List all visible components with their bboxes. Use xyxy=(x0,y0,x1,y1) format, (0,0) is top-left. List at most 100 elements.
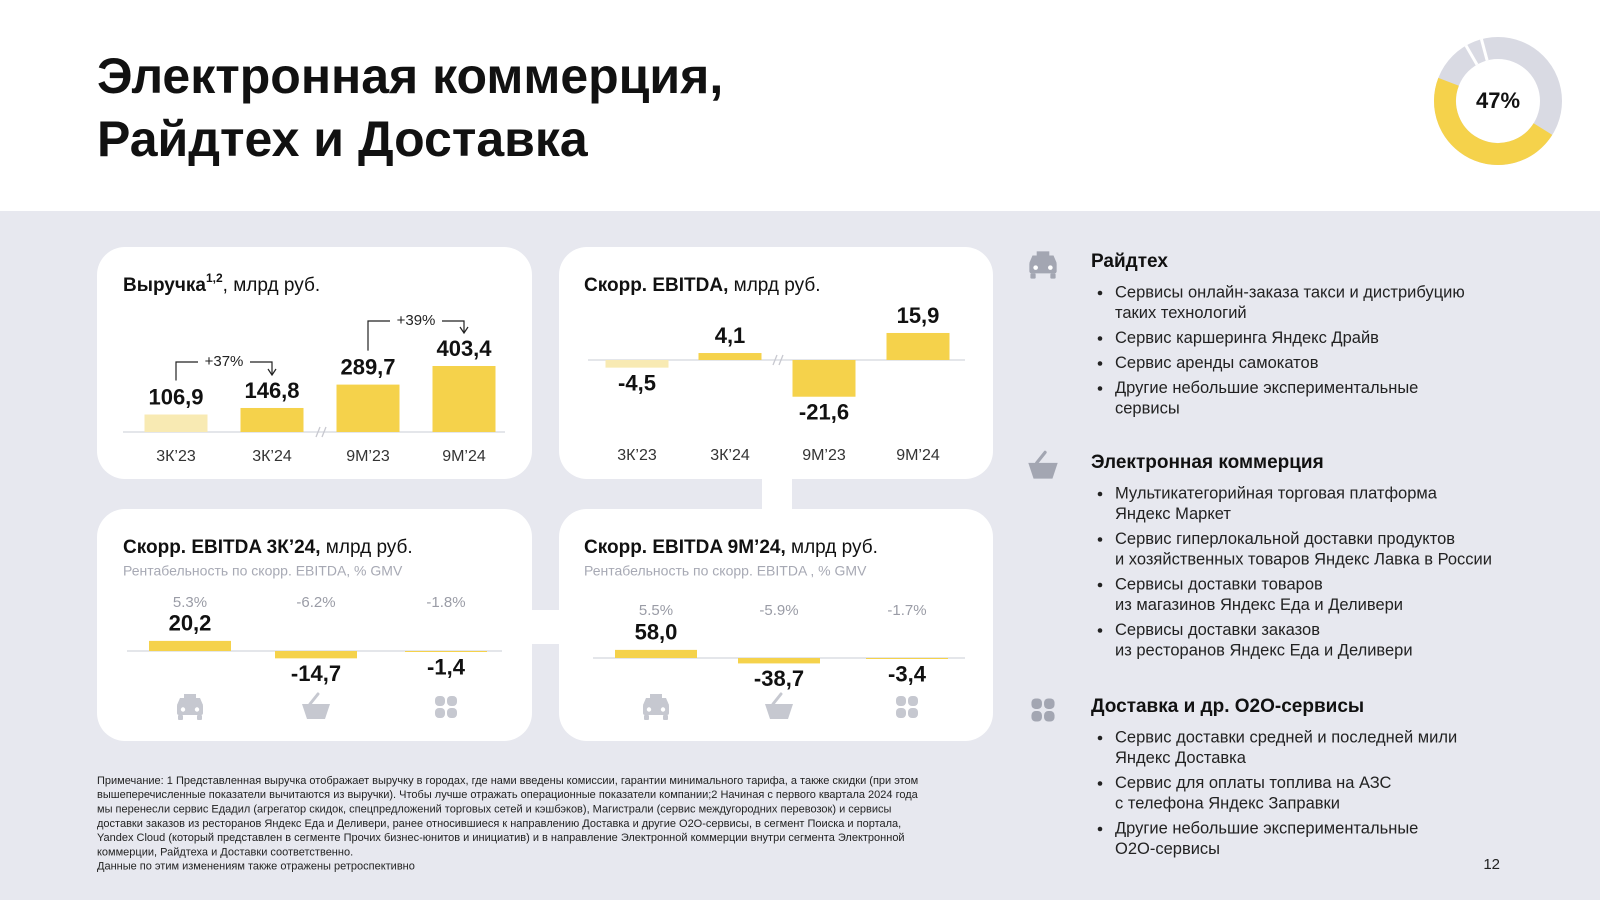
icon-shape xyxy=(1030,273,1036,279)
icon-shape xyxy=(194,707,200,712)
icon-shape xyxy=(180,707,186,712)
footnote: вышеперечисленные показатели вычитаются … xyxy=(97,789,919,801)
segment-heading: Райдтех xyxy=(1091,251,1168,272)
value-label: 58,0 xyxy=(635,620,678,645)
donut-separator xyxy=(1464,44,1479,66)
chart-title-unit: млрд руб. xyxy=(728,275,820,296)
segment-item: с телефона Яндекс Заправки xyxy=(1115,794,1340,812)
bar xyxy=(336,384,400,432)
chart-title-main: Скорр. EBITDA 9М’24, xyxy=(584,537,786,558)
icon-taxi xyxy=(177,694,203,720)
segment-item: Сервис каршеринга Яндекс Драйв xyxy=(1115,329,1379,347)
bar xyxy=(605,360,669,368)
annotation: +37% xyxy=(205,353,244,370)
chart-title-main: Скорр. EBITDA, xyxy=(584,275,728,296)
segment-item: Другие небольшие экспериментальные xyxy=(1115,819,1418,837)
margin-label: -6.2% xyxy=(296,594,335,611)
icon-shape xyxy=(1029,261,1057,274)
icon-taxi xyxy=(643,694,669,720)
footnote: доставки заказов из ресторанов Яндекс Ед… xyxy=(97,818,901,830)
segment-item: таких технологий xyxy=(1115,304,1247,322)
bar xyxy=(144,414,208,432)
icon-shape xyxy=(1050,273,1056,279)
icon-shape xyxy=(435,708,445,718)
value-label: 20,2 xyxy=(169,611,212,636)
footnote: мы перенесли сервис Едадил (агрегатор ск… xyxy=(97,804,892,816)
icon-shape xyxy=(197,715,202,720)
donut-separator xyxy=(1479,38,1489,61)
segment-item: и хозяйственных товаров Яндекс Лавка в Р… xyxy=(1115,550,1492,568)
icon-shape xyxy=(178,715,183,720)
axis-break xyxy=(778,354,784,366)
chart-title: Выручка1,2, млрд руб. xyxy=(123,271,320,296)
card xyxy=(559,247,993,479)
value-label: -38,7 xyxy=(754,666,804,691)
segment-item: Сервисы доставки товаров xyxy=(1115,575,1323,593)
segment-heading: Доставка и др. О2О-сервисы xyxy=(1091,696,1364,717)
bar xyxy=(866,658,948,659)
annotation-bracket xyxy=(175,361,273,381)
icon-shape xyxy=(1035,450,1047,465)
icon-basket xyxy=(302,692,330,719)
value-label: -14,7 xyxy=(291,661,341,686)
icon-shape xyxy=(184,694,196,698)
icon-shape xyxy=(447,708,457,718)
icon-basket xyxy=(1028,450,1058,479)
value-label: 146,8 xyxy=(244,378,299,403)
segment-item: Сервис аренды самокатов xyxy=(1115,354,1319,372)
segment-item: О2О-сервисы xyxy=(1115,840,1220,858)
bullet xyxy=(1097,361,1103,366)
chart-title-main: Выручка xyxy=(123,275,206,296)
icon-shape xyxy=(435,696,445,706)
icon-shape xyxy=(896,696,906,706)
icon-shape xyxy=(1036,251,1050,256)
segment-item: Сервисы онлайн-заказа такси и дистрибуци… xyxy=(1115,283,1465,301)
segment-item: Другие небольшие экспериментальные xyxy=(1115,379,1418,397)
icon-basket xyxy=(765,692,793,719)
x-tick-label: 9М’23 xyxy=(346,448,390,465)
icon-shape xyxy=(643,704,669,715)
annotation-arrow xyxy=(459,326,469,335)
chart-title-main: Скорр. EBITDA 3К’24, xyxy=(123,537,321,558)
icon-shape xyxy=(908,708,918,718)
icon-shape xyxy=(302,704,330,719)
icon-shape xyxy=(908,696,918,706)
bullet xyxy=(1097,290,1103,296)
x-tick-label: 9М’24 xyxy=(896,447,940,464)
page-number: 12 xyxy=(1483,856,1500,873)
segment-heading: Электронная коммерция xyxy=(1091,452,1324,473)
chart-title: Скорр. EBITDA 9М’24, млрд руб. xyxy=(584,537,878,558)
x-tick-label: 3К’23 xyxy=(156,448,196,465)
icon-grid xyxy=(896,696,918,718)
chart-title: Скорр. EBITDA, млрд руб. xyxy=(584,275,821,296)
axis-break xyxy=(321,426,327,438)
value-label: 15,9 xyxy=(897,303,940,328)
icon-shape xyxy=(177,704,203,715)
annotation: +39% xyxy=(397,312,436,329)
bar xyxy=(149,640,231,651)
icon-shape xyxy=(1031,711,1042,722)
margin-label: -1.8% xyxy=(426,594,465,611)
bar xyxy=(698,353,762,360)
value-label: -3,4 xyxy=(888,661,927,686)
bullet xyxy=(1097,781,1103,786)
icon-taxi xyxy=(1029,251,1057,279)
icon-shape xyxy=(1048,265,1053,270)
card-connector xyxy=(762,470,792,518)
icon-shape xyxy=(765,704,793,719)
value-label: -4,5 xyxy=(618,370,656,395)
footnote: Данные по этим изменениям также отражены… xyxy=(97,861,415,873)
axis-break xyxy=(772,354,778,366)
segment-item: из магазинов Яндекс Еда и Деливери xyxy=(1115,596,1403,614)
bullet xyxy=(1097,336,1103,341)
axis-break xyxy=(315,426,321,438)
footnote: Примечание: 1 Представленная выручка ото… xyxy=(97,775,918,787)
chart-subtitle: Рентабельность по скорр. EBITDA , % GMV xyxy=(584,563,867,579)
segment-item: Сервис гиперлокальной доставки продуктов xyxy=(1115,530,1455,548)
x-tick-label: 3К’24 xyxy=(252,448,292,465)
icon-shape xyxy=(177,698,203,705)
segment-item: Яндекс Маркет xyxy=(1115,505,1231,523)
bullet xyxy=(1097,491,1103,497)
